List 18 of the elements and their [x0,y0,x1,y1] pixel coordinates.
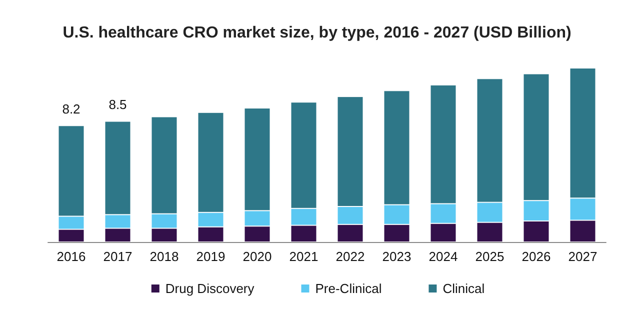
x-tick-label: 2023 [382,249,412,264]
legend-label: Drug Discovery [165,281,255,296]
x-tick-label: 2018 [150,249,179,264]
chart-title: U.S. healthcare CRO market size, by type, 2016 - 2027 (USD Billion) [62,24,572,42]
annotation: 8.5 [108,97,127,112]
x-tick-label: 2025 [475,249,504,264]
legend-label: Clinical [442,281,485,296]
x-tick-label: 2016 [56,249,86,264]
x-tick-label: 2024 [428,249,458,264]
x-tick-label: 2026 [522,249,551,264]
x-tick-label: 2019 [196,249,226,264]
x-tick-label: 2017 [103,249,132,264]
x-tick-label: 2020 [242,249,272,264]
annotation: 8.2 [62,102,80,117]
x-tick-label: 2022 [336,249,365,264]
x-tick-label: 2021 [289,249,318,264]
legend-label: Pre-Clinical [315,281,382,296]
x-tick-label: 2027 [568,249,598,264]
